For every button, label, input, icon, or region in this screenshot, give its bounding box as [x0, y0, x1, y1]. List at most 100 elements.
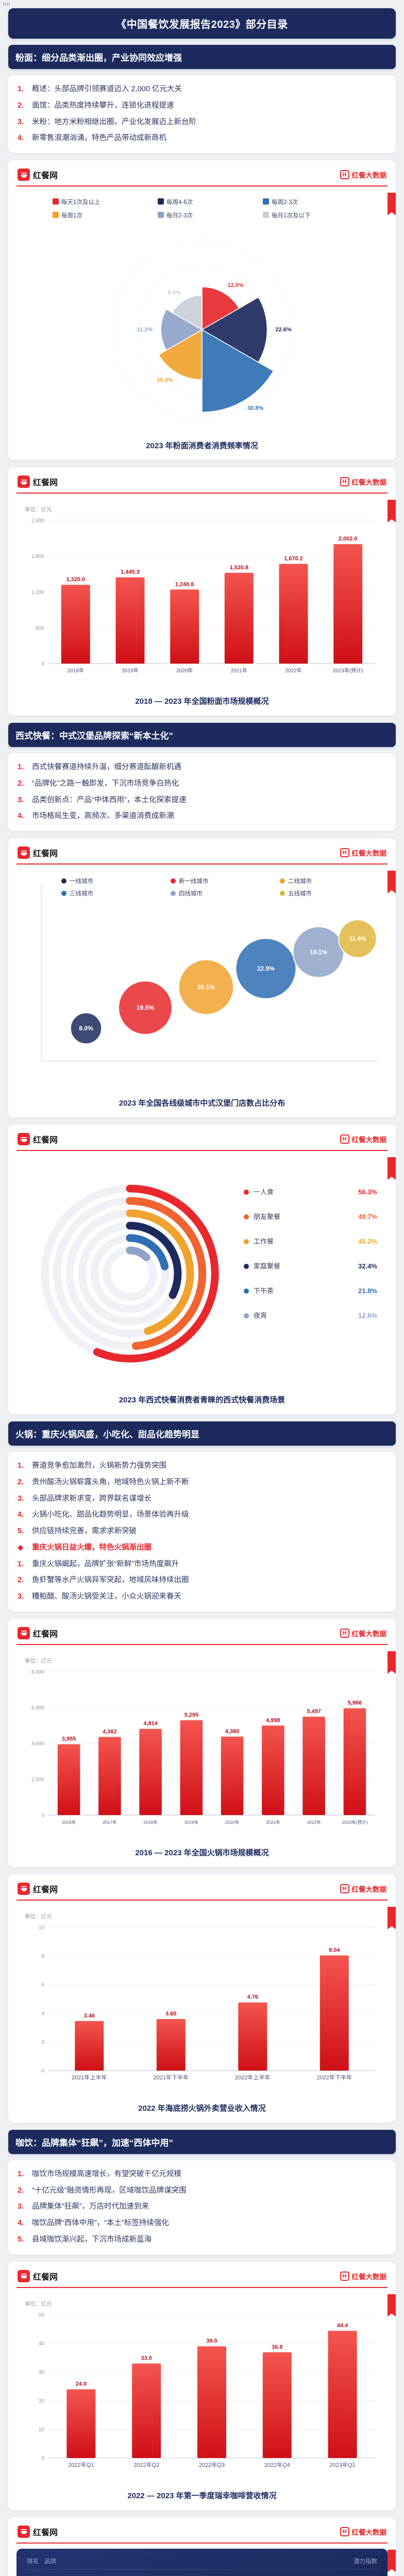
hongcan-bowl-icon: [18, 1882, 30, 1895]
hongcan-logo-text: 红餐网: [33, 850, 58, 858]
hongcan-logo-text: 红餐网: [33, 1136, 58, 1145]
bullet-text: 县域咖饮渐兴起，下沉市场成新蓝海: [32, 2235, 152, 2244]
svg-text:1,800: 1,800: [31, 554, 44, 560]
bullet-text: “品牌化”之路一触即发，下沉市场竞争白热化: [32, 779, 179, 788]
chart-area: 0 2,000 4,000 6,000 8,000 单位：亿元 3,955 2016年 4,36…: [16, 1650, 396, 1841]
bullet-item: 1. 概述：头部品牌引领赛道迈入 2,000 亿元大关: [16, 81, 388, 98]
svg-text:单位：亿元: 单位：亿元: [25, 1913, 52, 1920]
svg-text:39.0: 39.0: [206, 2338, 217, 2344]
bullet-item: 2. “十亿元级”融资情形再现，区域咖饮品牌谋突围: [16, 2183, 388, 2199]
hongcan-data-logo: H 红餐大数据: [340, 1884, 387, 1894]
bullet-item: 2. “品牌化”之路一触即发，下沉市场竞争白热化: [16, 776, 388, 792]
chart-area: 每天1次及以上 每周4-6次 每周2-3次 每周1次 每月2-3次 每月1次及以下 12.0…: [16, 192, 396, 434]
svg-text:1,200: 1,200: [31, 590, 44, 596]
page-title-bar: 《中国餐饮发展报告2023》部分目录: [8, 8, 396, 39]
chart-card-noodle-market: 红餐网 H 红餐大数据 0 600 1,200 1,800 2,400 单位：亿元 1,320.0…: [8, 467, 396, 716]
svg-text:1,240.6: 1,240.6: [175, 581, 194, 587]
bullet-number: 1.: [18, 1462, 24, 1470]
hongcan-data-logo-text: 红餐大数据: [351, 1630, 387, 1638]
brand-ribbon: [388, 1906, 396, 1929]
page-title: 《中国餐饮发展报告2023》部分目录: [116, 19, 288, 30]
ranking-row: 1瑞幸咖啡92.5: [26, 2574, 378, 2576]
hongcan-logo: 红餐网: [18, 1882, 58, 1895]
hongcan-logo-text: 红餐网: [33, 172, 58, 180]
section-coffee: 咖饮：品牌集体“狂飙”，加速“西体中用” 1. 咖饮市场规模高速增长，有望突破千亿…: [8, 2129, 396, 2576]
hongcan-data-logo-icon: H: [340, 848, 349, 857]
svg-text:11.2%: 11.2%: [137, 327, 153, 333]
hongcan-logo-text: 红餐网: [33, 2528, 58, 2537]
svg-text:48.7%: 48.7%: [358, 1213, 377, 1221]
bullet-text: “十亿元级”融资情形再现，区域咖饮品牌谋突围: [32, 2186, 187, 2195]
burger-city-bubble-chart: 一线城市 新一线城市 二线城市 三线城市 四线城市 五线城市 8.0% 19.5% 20.1% 2…: [16, 870, 388, 1091]
svg-text:12.6%: 12.6%: [358, 1312, 377, 1319]
hongcan-data-logo-text: 红餐大数据: [351, 1885, 387, 1893]
haidilao-delivery-bar-chart: 0 2 4 6 8 10 单位：亿元 3.46 2021年上半年 3.60 2021年下半年 4.76…: [16, 1906, 388, 2096]
hongcan-logo-text: 红餐网: [33, 1885, 58, 1894]
bullet-number: 4.: [18, 812, 24, 821]
chart-brand-bar: 红餐网 H 红餐大数据: [16, 845, 388, 865]
svg-text:56.3%: 56.3%: [358, 1188, 377, 1196]
svg-text:五线城市: 五线城市: [288, 890, 312, 897]
svg-text:5,966: 5,966: [348, 1700, 362, 1706]
bullet-item: 4. 新零售浪潮汹涌，特色产品带动成新商机: [16, 130, 388, 147]
svg-text:11.4%: 11.4%: [349, 935, 366, 942]
svg-text:2019年: 2019年: [184, 1820, 199, 1825]
svg-text:工作餐: 工作餐: [254, 1238, 274, 1245]
svg-text:2018年: 2018年: [143, 1820, 158, 1825]
brand-ribbon: [388, 500, 396, 522]
svg-text:3.60: 3.60: [165, 2011, 176, 2017]
western-scene-rings-svg: 一人食 56.3% 朋友聚餐 48.7% 工作餐 45.2% 家庭聚餐 32.4% 下午茶 21.…: [41, 1184, 377, 1363]
column-rank: 排名: [27, 2558, 39, 2565]
bullet-number: 2.: [18, 779, 24, 788]
column-brand: 品牌: [44, 2558, 56, 2565]
svg-text:单位：亿元: 单位：亿元: [25, 506, 52, 513]
hongcan-data-logo: H 红餐大数据: [340, 1628, 387, 1638]
svg-text:一线城市: 一线城市: [70, 877, 93, 885]
svg-text:6,000: 6,000: [31, 1705, 44, 1711]
bullet-item: 2. 面馆：品类热度持续攀升，连锁化进程提速: [16, 98, 388, 114]
svg-text:22.6%: 22.6%: [276, 327, 292, 333]
svg-text:4: 4: [41, 2011, 44, 2016]
svg-text:5,295: 5,295: [184, 1712, 199, 1718]
svg-text:32.4%: 32.4%: [358, 1262, 377, 1270]
section-header-noodles: 粉面：细分品类渐出圈，产业协同效应增强: [8, 45, 396, 69]
bullet-text: 米粉：地方米粉相继出圈，产业化发展迈上新台阶: [32, 117, 196, 126]
svg-text:每月1次及以下: 每月1次及以下: [272, 212, 310, 219]
hongcan-data-logo-icon: H: [340, 477, 349, 486]
svg-text:8: 8: [41, 1954, 44, 1959]
hongcan-logo-text: 红餐网: [33, 1630, 58, 1639]
hongcan-data-logo: H 红餐大数据: [340, 477, 386, 487]
svg-text:2022年: 2022年: [285, 667, 301, 674]
svg-text:2021年上半年: 2021年上半年: [72, 2074, 107, 2081]
bullet-text: 品类创新点：产品“中体西用”，本土化探索提速: [32, 795, 187, 804]
bullet-text: 赛道竞争愈加激烈，火锅新势力强势突围: [32, 1462, 166, 1470]
svg-text:单位：亿元: 单位：亿元: [25, 2300, 52, 2307]
svg-text:2021年: 2021年: [266, 1820, 280, 1825]
hongcan-logo: 红餐网: [18, 168, 58, 181]
chart-card-coffee-ranking: 红餐网H红餐大数据排名品牌潜力指数1瑞幸咖啡92.52库迪咖啡89.33幸运咖8…: [8, 2517, 396, 2576]
svg-text:0: 0: [41, 662, 44, 667]
brand-ribbon: [388, 1157, 396, 1180]
bullet-number: 3.: [18, 117, 24, 126]
svg-text:19.5%: 19.5%: [137, 1004, 154, 1011]
chart-area: 一线城市 新一线城市 二线城市 三线城市 四线城市 五线城市 8.0% 19.5% 20.1% 2…: [16, 870, 396, 1091]
svg-text:600: 600: [36, 625, 44, 631]
svg-text:1,320.0: 1,320.0: [66, 577, 85, 583]
hongcan-data-logo: H 红餐大数据: [340, 2527, 386, 2537]
chart-brand-bar: 红餐网 H 红餐大数据: [16, 474, 388, 494]
svg-text:21.8%: 21.8%: [358, 1287, 377, 1295]
hongcan-data-logo-icon: H: [340, 2527, 349, 2536]
bullet-card-noodles: 1. 概述：头部品牌引领赛道迈入 2,000 亿元大关 2. 面馆：品类热度持续攀升，…: [8, 75, 396, 153]
bullet-number: 1.: [18, 2170, 24, 2178]
bullet-number: 4.: [18, 134, 24, 143]
chart-caption: 2023 年西式快餐消费者青睐的西式快餐消费场景: [119, 1396, 285, 1404]
svg-text:下午茶: 下午茶: [254, 1287, 274, 1295]
svg-text:2020年: 2020年: [225, 1820, 240, 1825]
svg-text:8,000: 8,000: [31, 1669, 44, 1675]
bullet-item: 5. 县域咖饮渐兴起，下沉市场成新蓝海: [16, 2232, 388, 2248]
section-header-coffee: 咖饮：品牌集体“狂飙”，加速“西体中用”: [8, 2129, 396, 2154]
chart-brand-bar: 红餐网 H 红餐大数据: [16, 2269, 388, 2288]
svg-text:4,380: 4,380: [225, 1728, 240, 1735]
svg-text:2019年: 2019年: [122, 667, 138, 674]
